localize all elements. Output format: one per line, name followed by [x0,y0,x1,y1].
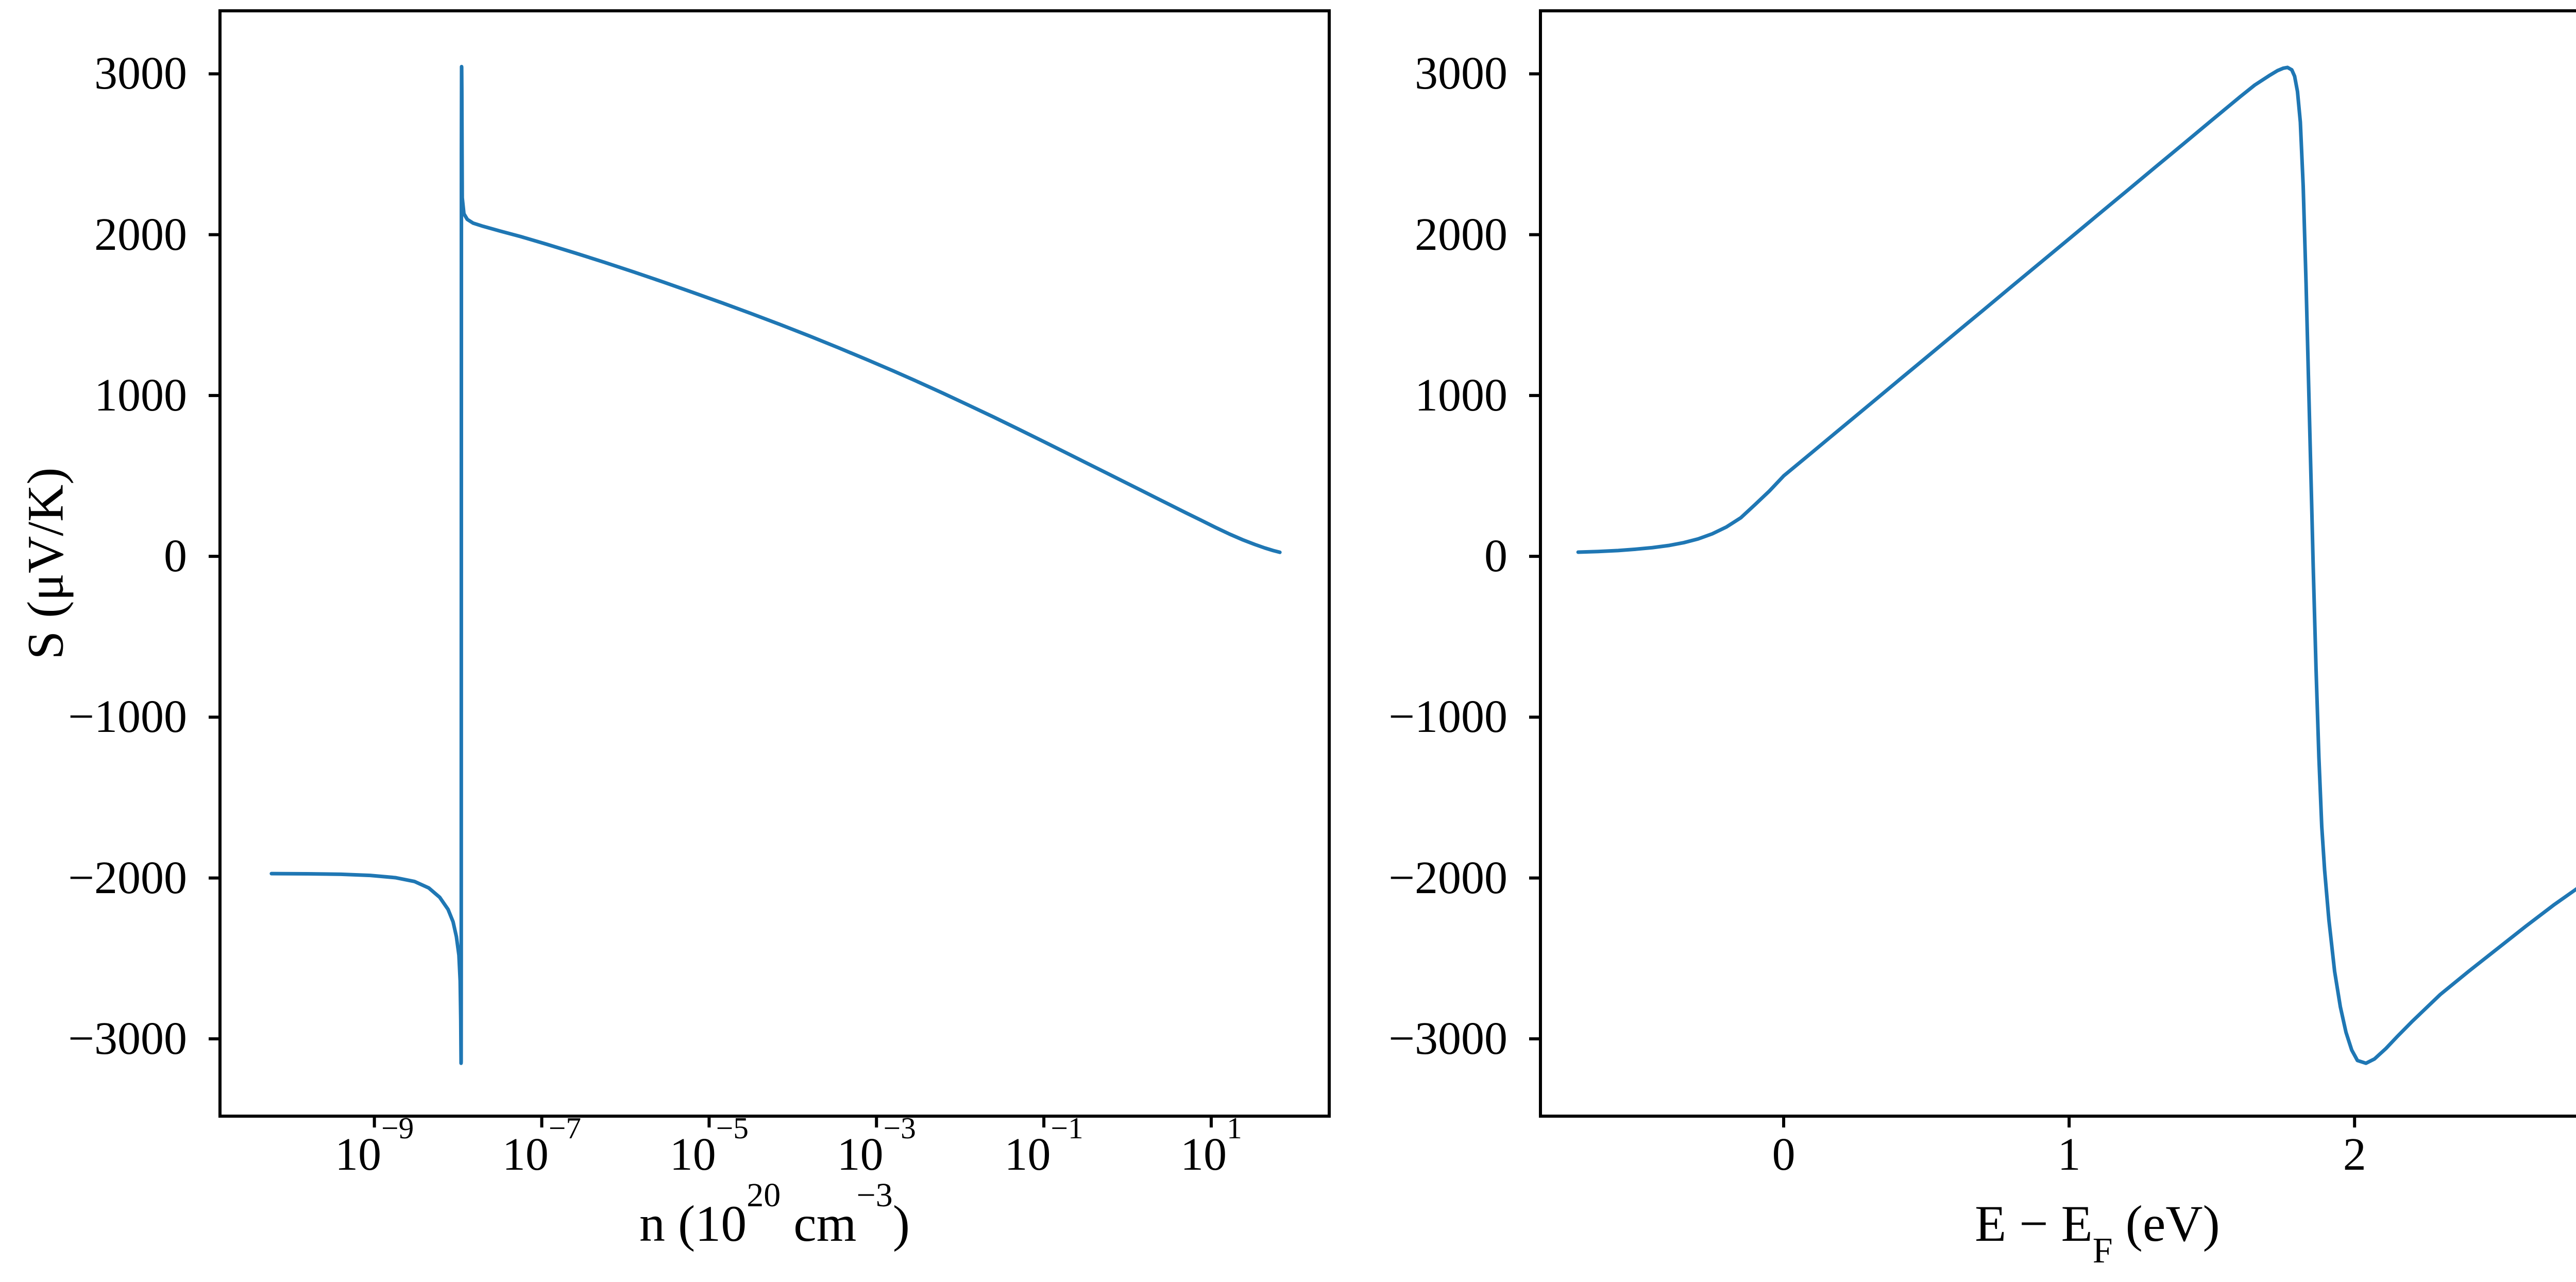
y-axis-label: S (μV/K) [16,467,74,660]
y-tick-label: 1000 [1415,369,1507,421]
y-tick-label: 1000 [94,369,187,421]
series-S vs n [269,64,1282,1065]
x-tick-label: 2 [2343,1129,2366,1180]
y-tick-label: 0 [1484,531,1507,582]
xlabel-left-exp20: 20 [747,1176,781,1214]
x-axis-label-left: n (1020 cm−3) [639,1178,910,1253]
xlabel-left-mid: cm [781,1195,857,1252]
y-tick-label: −1000 [1388,691,1507,743]
y-tick-label: 3000 [94,48,187,99]
xlabel-right-pre: E − E [1975,1195,2093,1252]
y-tick-label: −2000 [1388,852,1507,903]
x-axis-label-right: E − EF (eV) [1975,1194,2220,1269]
right-panel-axes [1529,9,2576,1127]
x-tick-label: 10−9 [335,1111,414,1180]
x-tick-label: 10−1 [1004,1111,1083,1180]
y-tick-label: 3000 [1415,48,1507,99]
y-tick-label: 2000 [1415,209,1507,260]
xlabel-right-post: (eV) [2112,1195,2220,1252]
x-tick-label: 0 [1772,1129,1795,1180]
x-tick-label: 10−7 [502,1111,582,1180]
y-tick-label: −3000 [68,1013,187,1064]
y-tick-label: −3000 [1388,1013,1507,1064]
y-tick-label: −2000 [68,852,187,903]
x-tick-label: 10−5 [669,1111,749,1180]
left-panel-axes [209,9,1331,1127]
xlabel-right-sub-F: F [2092,1231,2113,1271]
y-tick-label: 0 [164,531,187,582]
x-tick-label: 101 [1180,1111,1242,1180]
series-S vs E-EF [1576,65,2576,1065]
axes-spines [1539,9,2576,1118]
x-tick-label: 1 [2057,1129,2081,1180]
axes-spines [218,9,1331,1118]
xlabel-left-post: ) [892,1195,910,1252]
xlabel-left-exp-3: −3 [856,1176,893,1214]
y-tick-label: −1000 [68,691,187,743]
x-tick-label: 10−3 [837,1111,916,1180]
xlabel-left-pre: n (10 [639,1195,747,1252]
y-tick-label: 2000 [94,209,187,260]
